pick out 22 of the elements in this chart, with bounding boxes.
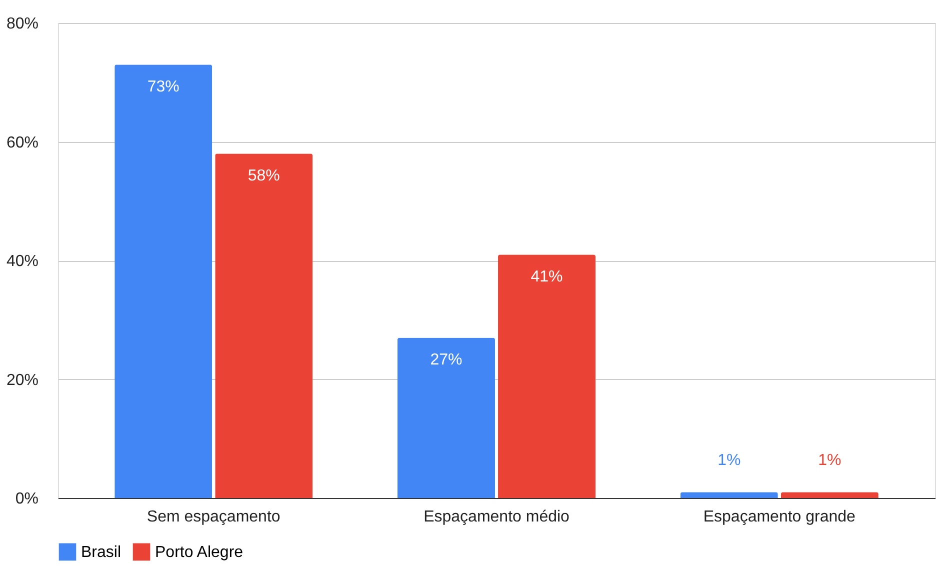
y-tick-label: 20%: [6, 372, 38, 389]
legend-label: Brasil: [81, 544, 122, 561]
y-tick-label: 40%: [6, 253, 38, 270]
bar: [780, 492, 878, 498]
data-label: 27%: [430, 352, 462, 369]
bar: [498, 254, 596, 498]
y-tick-label: 60%: [6, 134, 38, 152]
x-tick-label: Sem espaçamento: [146, 508, 280, 526]
bar: [215, 154, 313, 498]
data-label: 73%: [147, 78, 180, 96]
bar: [114, 64, 212, 498]
x-tick-label: Espaçamento grande: [703, 508, 856, 526]
data-label: 1%: [818, 452, 842, 470]
x-tick-label: Espaçamento médio: [424, 508, 570, 526]
bar: [680, 492, 778, 498]
y-tick-label: 0%: [15, 490, 38, 508]
data-label: 1%: [718, 452, 741, 470]
data-label: 58%: [248, 168, 280, 185]
data-label: 41%: [530, 268, 563, 286]
y-tick-label: 80%: [6, 16, 38, 32]
legend-label: Porto Alegre: [155, 544, 244, 561]
bar: [397, 338, 495, 498]
